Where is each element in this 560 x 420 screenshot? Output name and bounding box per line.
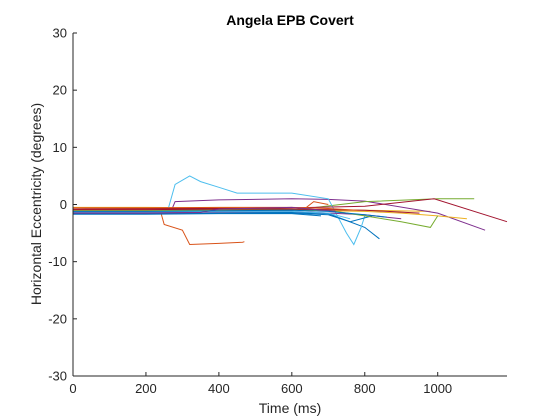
x-tick-label: 600 [281,381,303,396]
series-line-18 [73,209,387,218]
y-tick-label: -10 [48,254,67,269]
chart-title: Angela EPB Covert [226,12,354,28]
series-line-2 [73,209,245,246]
data-lines [72,175,508,246]
series-line-15 [73,213,322,217]
series-line-14 [73,208,420,214]
series-line-12 [73,209,439,228]
x-tick-label: 400 [208,381,230,396]
y-tick-label: 20 [53,83,67,98]
y-tick-label: -30 [48,369,67,384]
x-tick-label: 800 [354,381,376,396]
y-tick-label: -20 [48,311,67,326]
x-tick-label: 1000 [423,381,452,396]
y-tick-label: 0 [60,197,67,212]
axes: 0 200 400 600 800 1000 -30 -20 -10 0 10 20 30 [48,26,507,396]
x-axis-label: Time (ms) [259,400,321,416]
y-tick-label: 10 [53,140,67,155]
x-tick-label: 200 [135,381,157,396]
y-tick-label: 30 [53,26,67,41]
series-line-16 [73,206,358,211]
x-tick-label: 0 [69,381,76,396]
y-axis-label: Horizontal Eccentricity (degrees) [28,103,44,305]
series-line-6 [73,175,366,246]
